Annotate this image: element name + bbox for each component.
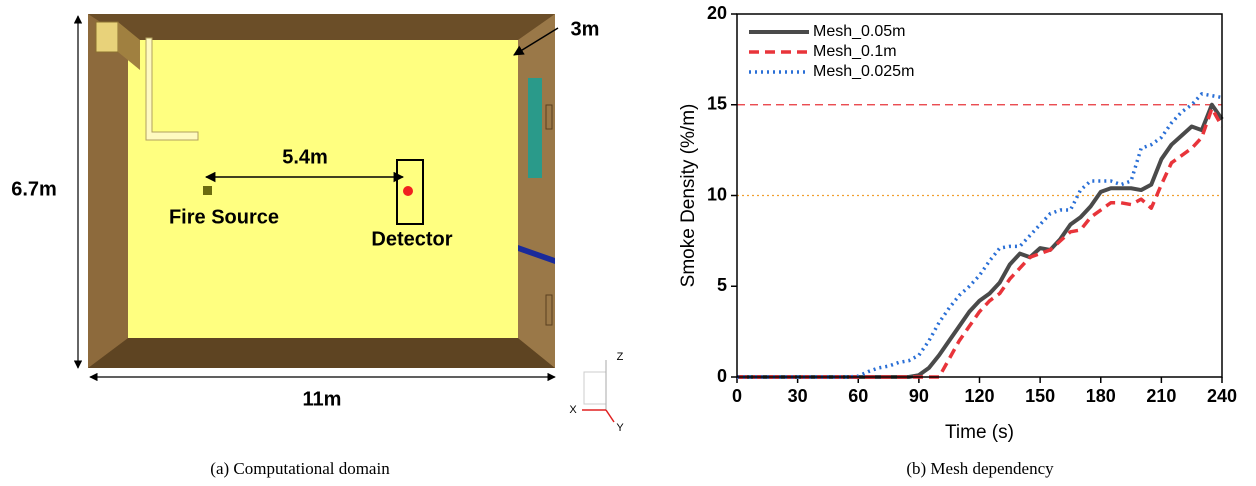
x-tick-label: 150 [1025, 386, 1055, 406]
legend-label: Mesh_0.05m [813, 23, 906, 40]
legend-label: Mesh_0.1m [813, 43, 897, 60]
fire-source-label: Fire Source [169, 206, 279, 228]
detector-label: Detector [371, 228, 452, 250]
triad-box [584, 372, 606, 404]
y-tick-label: 10 [707, 184, 727, 204]
figure: 3m 6.7m 11m 5.4m Fire Source Detector Z … [0, 0, 1256, 486]
panel [528, 78, 542, 178]
x-tick-label: 240 [1207, 386, 1237, 406]
series-line [737, 108, 1222, 377]
domain-diagram: 3m 6.7m 11m 5.4m Fire Source Detector Z … [11, 14, 624, 434]
x-tick-label: 180 [1086, 386, 1116, 406]
z-label: Z [617, 351, 624, 363]
y-axis-label: Smoke Density (%/m) [678, 104, 699, 288]
series-line [737, 94, 1222, 377]
x-tick-label: 120 [964, 386, 994, 406]
x-tick-label: 0 [732, 386, 742, 406]
chart: 0 5 10 15 20 0 30 60 90 120 150 180 210 240 Mesh_0.05m… [678, 3, 1237, 443]
detector-mark [403, 186, 413, 196]
y-tick-label: 15 [707, 94, 727, 114]
x-tick-label: 90 [909, 386, 929, 406]
caption: (a) Computational domain [210, 459, 390, 478]
y-axis [606, 410, 614, 422]
x-tick-label: 30 [788, 386, 808, 406]
series-line [737, 105, 1222, 377]
floor [128, 40, 518, 338]
caption: (b) Mesh dependency [906, 459, 1054, 478]
width-label: 11m [303, 388, 342, 410]
bottom-wall [88, 338, 555, 368]
y-tick-label: 5 [717, 275, 727, 295]
y-tick-label: 20 [707, 3, 727, 23]
y-label: Y [616, 422, 624, 434]
x-label: X [569, 404, 577, 416]
x-tick-label: 210 [1146, 386, 1176, 406]
right-wall [518, 14, 555, 368]
x-tick-label: 60 [848, 386, 868, 406]
legend-label: Mesh_0.025m [813, 63, 914, 80]
left-wall [88, 14, 128, 368]
fire-source-mark [203, 186, 212, 195]
distance-label: 5.4m [282, 146, 328, 168]
height-label: 6.7m [11, 178, 57, 200]
vent [96, 22, 118, 52]
y-tick-label: 0 [717, 366, 727, 386]
page: 3m 6.7m 11m 5.4m Fire Source Detector Z … [0, 0, 1256, 486]
depth-label: 3m [571, 18, 600, 40]
top-wall [88, 14, 555, 40]
plot-frame [737, 14, 1222, 377]
axes-triad: Z X Y [569, 351, 624, 434]
x-axis-label: Time (s) [945, 422, 1014, 443]
